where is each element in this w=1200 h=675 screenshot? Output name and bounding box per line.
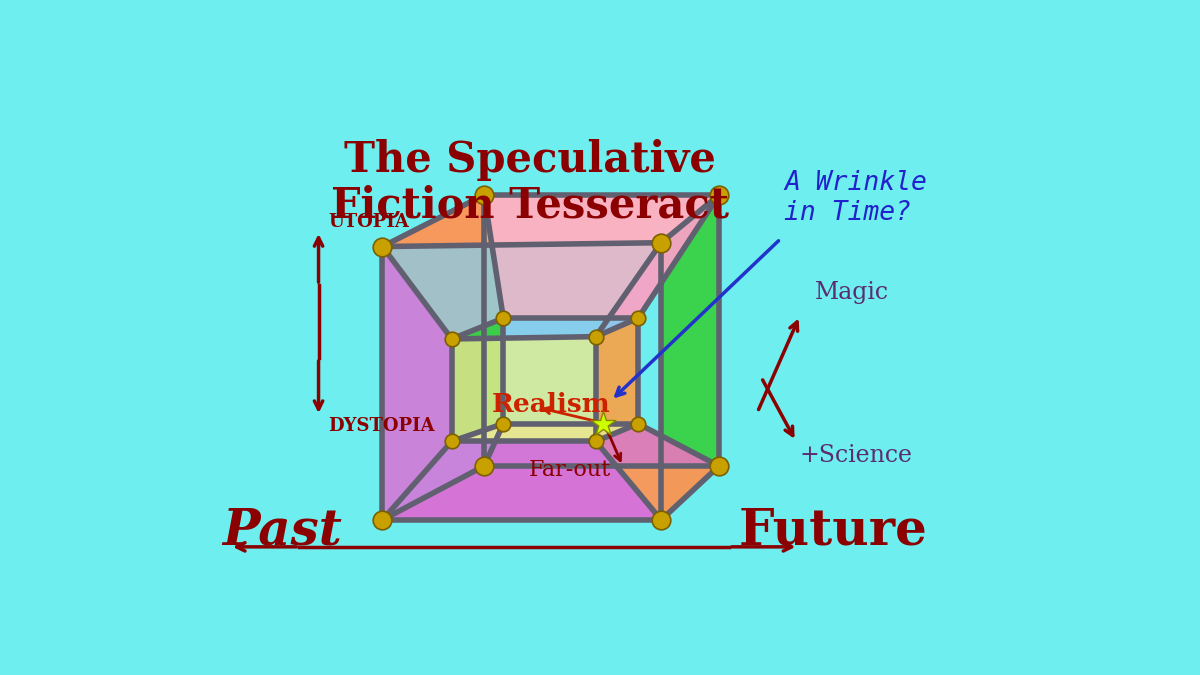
Polygon shape	[383, 195, 503, 339]
Point	[652, 238, 671, 248]
Polygon shape	[484, 195, 719, 318]
Point	[586, 436, 605, 447]
Point	[652, 514, 671, 525]
Polygon shape	[383, 195, 484, 520]
Text: A Wrinkle
in Time?: A Wrinkle in Time?	[785, 169, 928, 225]
Polygon shape	[383, 424, 503, 520]
Text: Realism: Realism	[492, 392, 611, 417]
Polygon shape	[451, 424, 638, 441]
Polygon shape	[383, 243, 661, 339]
Point	[594, 418, 613, 429]
Point	[629, 418, 648, 429]
Polygon shape	[383, 441, 661, 520]
Point	[709, 190, 728, 200]
Polygon shape	[484, 424, 719, 466]
Text: UTOPIA: UTOPIA	[329, 213, 409, 231]
Polygon shape	[383, 195, 719, 246]
Polygon shape	[595, 424, 719, 520]
Polygon shape	[451, 318, 638, 339]
Polygon shape	[383, 466, 719, 520]
Point	[586, 331, 605, 342]
Text: Future: Future	[738, 507, 928, 556]
Point	[442, 436, 461, 447]
Polygon shape	[661, 195, 719, 520]
Point	[442, 333, 461, 344]
Text: The Speculative
Fiction Tesseract: The Speculative Fiction Tesseract	[331, 139, 730, 226]
Point	[373, 514, 392, 525]
Point	[629, 313, 648, 323]
Polygon shape	[451, 337, 595, 441]
Text: Magic: Magic	[815, 281, 889, 304]
Point	[474, 190, 493, 200]
Point	[709, 460, 728, 471]
Text: Past: Past	[222, 507, 342, 556]
Point	[373, 241, 392, 252]
Point	[493, 313, 512, 323]
Point	[474, 460, 493, 471]
Point	[493, 418, 512, 429]
Text: +Science: +Science	[800, 444, 913, 468]
Text: Far-out: Far-out	[529, 459, 611, 481]
Polygon shape	[451, 318, 503, 441]
Text: DYSTOPIA: DYSTOPIA	[329, 418, 436, 435]
Polygon shape	[595, 195, 719, 337]
Polygon shape	[595, 318, 638, 441]
